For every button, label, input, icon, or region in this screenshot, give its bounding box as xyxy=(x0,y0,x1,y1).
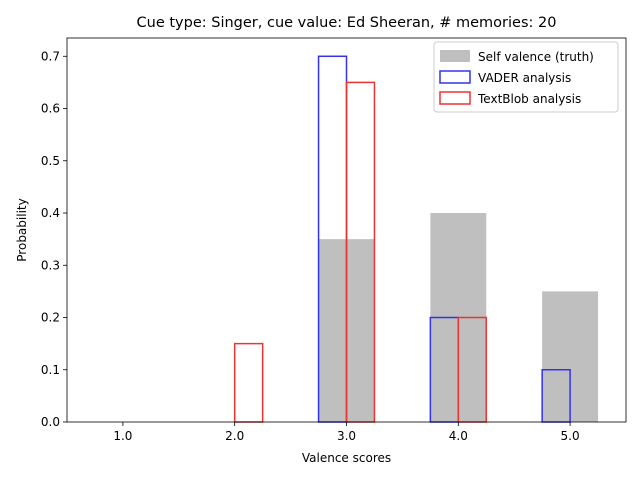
y-axis-label: Probability xyxy=(15,198,29,261)
x-tick-label: 5.0 xyxy=(561,429,580,443)
y-tick-label: 0.7 xyxy=(41,49,60,63)
legend-label: TextBlob analysis xyxy=(477,92,581,106)
chart-title: Cue type: Singer, cue value: Ed Sheeran,… xyxy=(137,15,557,31)
x-tick-label: 2.0 xyxy=(225,429,244,443)
plot-area: 1.0 2.0 3.0 4.0 5.0 0.0 0.1 0.2 0.3 0.4 0.5 0.6 0.7 xyxy=(41,37,627,443)
legend-swatch xyxy=(440,50,470,62)
legend-swatch xyxy=(439,91,471,105)
legend-label: Self valence (truth) xyxy=(478,50,594,64)
bar-textblob-analysis-2.0 xyxy=(233,342,264,423)
x-tick-label: 4.0 xyxy=(449,429,468,443)
legend: Self valence (truth) VADER analysis TextBl… xyxy=(433,41,619,113)
y-tick-label: 0.3 xyxy=(41,258,60,272)
x-tick-label: 1.0 xyxy=(113,429,132,443)
y-tick-label: 0.2 xyxy=(41,311,60,325)
y-tick-label: 0.6 xyxy=(41,102,60,116)
y-tick-label: 0.4 xyxy=(41,206,60,220)
y-tick-label: 0.1 xyxy=(41,363,60,377)
y-tick-label: 0.0 xyxy=(41,415,60,429)
x-tick-label: 3.0 xyxy=(337,429,356,443)
legend-box xyxy=(433,41,619,113)
y-tick-label: 0.5 xyxy=(41,154,60,168)
legend-label: VADER analysis xyxy=(478,71,571,85)
legend-swatch xyxy=(439,70,471,84)
x-axis-label: Valence scores xyxy=(302,451,391,465)
